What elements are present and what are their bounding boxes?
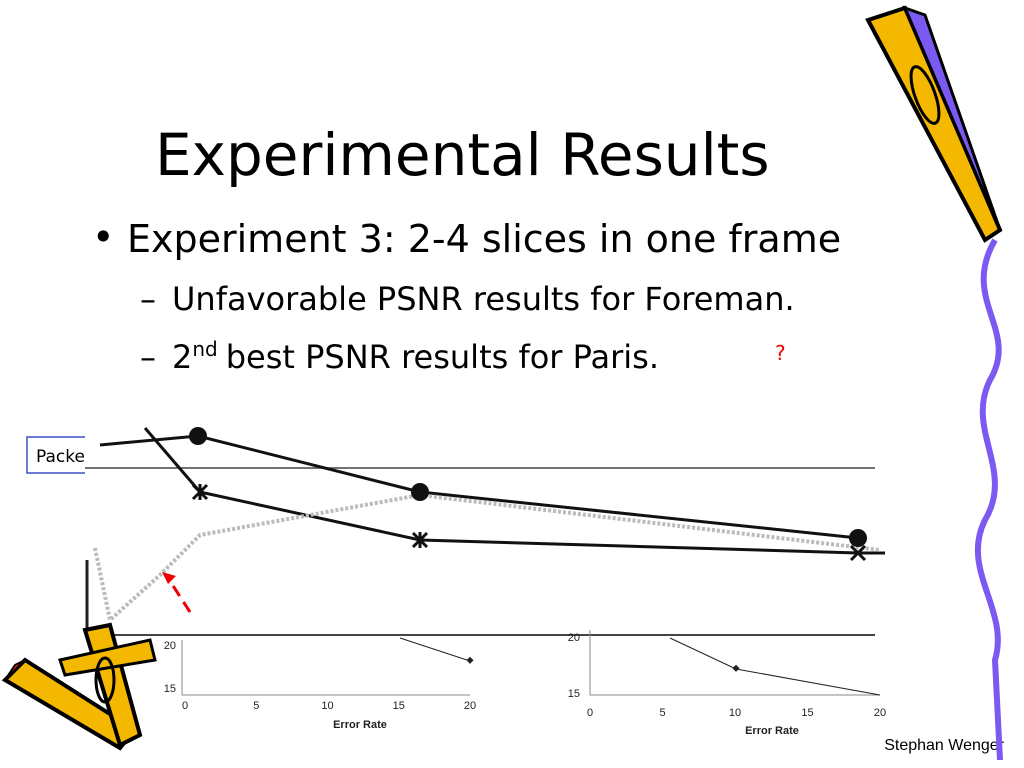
red-arrow bbox=[166, 577, 192, 613]
plot-x-markers bbox=[191, 483, 867, 562]
x-tick-label: 0 bbox=[587, 707, 593, 719]
sub-bullet-text: Unfavorable PSNR results for Foreman. bbox=[172, 280, 795, 318]
plot-marker bbox=[411, 483, 429, 501]
x-axis-label: Error Rate bbox=[333, 719, 387, 731]
x-tick-label: 10 bbox=[321, 700, 333, 712]
plot-curve bbox=[99, 434, 859, 540]
slide-title: Experimental Results bbox=[155, 121, 770, 189]
small-marker bbox=[466, 656, 474, 664]
y-tick-label: 15 bbox=[568, 688, 580, 700]
sub-bullet-marker: – bbox=[140, 338, 156, 376]
small-marker bbox=[732, 664, 740, 672]
question-mark: ? bbox=[775, 341, 786, 365]
y-tick-label: 15 bbox=[164, 683, 176, 695]
squiggle bbox=[974, 238, 1003, 761]
x-tick-label: 15 bbox=[801, 707, 813, 719]
plot-marker bbox=[849, 529, 867, 547]
x-tick-label: 20 bbox=[464, 700, 476, 712]
small-chart-left bbox=[181, 637, 474, 696]
footer: Stephan Wenger bbox=[884, 737, 1004, 754]
sub-bullet-superscript: nd bbox=[192, 337, 217, 361]
callout-text: Packe bbox=[36, 447, 85, 467]
pencil-top-right bbox=[865, 5, 1003, 243]
y-tick-label: 20 bbox=[568, 632, 580, 644]
plot-curve bbox=[93, 492, 881, 624]
bullet-marker: • bbox=[92, 215, 114, 259]
small-axis bbox=[589, 630, 880, 696]
pencils-bottom-left bbox=[1, 622, 157, 751]
bullet-text: Experiment 3: 2-4 slices in one frame bbox=[127, 217, 841, 261]
sub-bullet-base: 2 bbox=[172, 338, 192, 376]
plot-marker bbox=[189, 427, 207, 445]
sub-bullet-text: 2nd best PSNR results for Paris. bbox=[172, 337, 659, 376]
x-axis-label: Error Rate bbox=[745, 725, 799, 737]
x-tick-label: 5 bbox=[253, 700, 259, 712]
x-tick-label: 0 bbox=[182, 700, 188, 712]
small-chart-right bbox=[589, 630, 881, 696]
x-tick-label: 10 bbox=[729, 707, 741, 719]
x-tick-label: 15 bbox=[393, 700, 405, 712]
x-tick-label: 5 bbox=[659, 707, 665, 719]
x-tick-label: 20 bbox=[874, 707, 886, 719]
sub-bullet-marker: – bbox=[140, 280, 156, 318]
small-axis bbox=[181, 640, 470, 696]
small-line bbox=[399, 637, 471, 662]
y-tick-label: 20 bbox=[164, 640, 176, 652]
sub-bullet-rest: best PSNR results for Paris. bbox=[226, 338, 659, 376]
red-arrowhead bbox=[162, 572, 176, 584]
